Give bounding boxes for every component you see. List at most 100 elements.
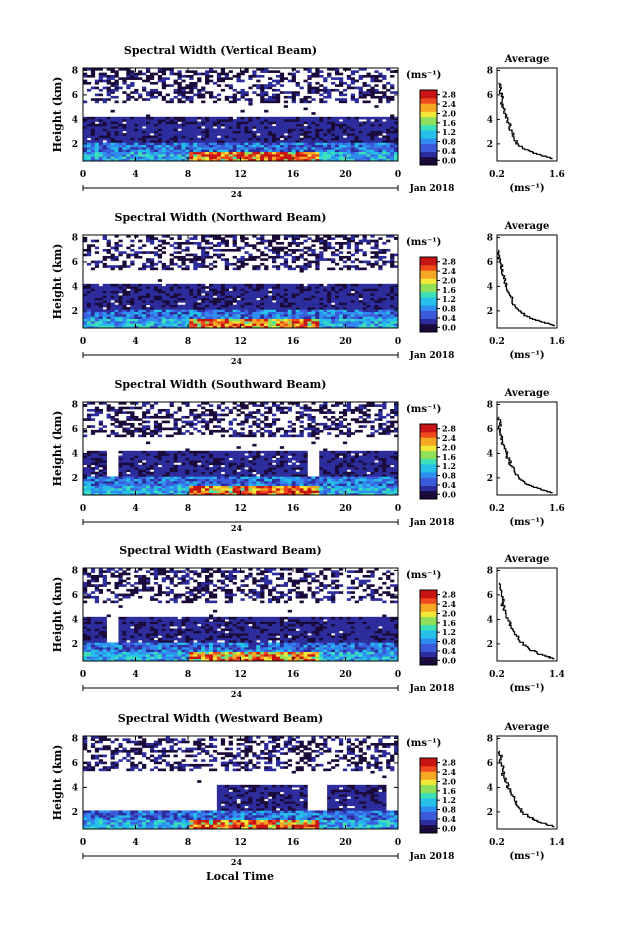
heatmap-cell xyxy=(323,126,328,129)
heatmap-cell xyxy=(256,304,261,308)
heatmap-cell xyxy=(157,290,163,294)
heatmap-cell xyxy=(315,258,320,261)
heatmap-cell xyxy=(122,483,127,487)
heatmap-cell xyxy=(193,408,198,412)
heatmap-cell xyxy=(335,297,340,301)
heatmap-cell xyxy=(90,462,96,466)
heatmap-cell xyxy=(161,288,166,292)
heatmap-cell xyxy=(185,144,190,148)
heatmap-cell xyxy=(390,119,395,122)
heatmap-cell xyxy=(216,77,222,80)
heatmap-cell xyxy=(102,476,107,480)
heatmap-cell xyxy=(299,119,304,122)
heatmap-cell xyxy=(283,297,289,301)
heatmap-cell xyxy=(118,485,123,489)
heatmap-cell xyxy=(189,70,194,73)
heatmap-cell xyxy=(346,316,352,320)
heatmap-cell xyxy=(358,93,363,97)
heatmap-cell xyxy=(209,135,214,139)
heatmap-cell xyxy=(331,88,336,92)
heatmap-cell xyxy=(268,239,273,243)
heatmap-cell xyxy=(327,286,332,289)
heatmap-cell xyxy=(118,147,123,150)
heatmap-cell xyxy=(122,474,127,477)
heatmap-cell xyxy=(220,302,226,306)
heatmap-cell xyxy=(295,255,300,259)
heatmap-cell xyxy=(169,485,174,489)
heatmap-cell xyxy=(102,286,107,289)
heatmap-cell xyxy=(90,260,96,264)
heatmap-cell xyxy=(264,302,269,306)
heatmap-cell xyxy=(106,311,111,315)
heatmap-cell xyxy=(335,288,340,292)
heatmap-cell xyxy=(248,255,253,259)
heatmap-cell xyxy=(390,309,395,313)
heatmap-cell xyxy=(358,293,363,296)
heatmap-cell xyxy=(161,126,166,129)
heatmap-cell xyxy=(149,429,155,433)
heatmap-cell xyxy=(291,286,296,289)
heatmap-cell xyxy=(193,116,198,120)
heatmap-cell xyxy=(268,302,273,306)
heatmap-cell xyxy=(205,149,210,153)
heatmap-cell xyxy=(130,413,135,417)
heatmap-cell xyxy=(291,235,296,238)
heatmap-cell xyxy=(165,408,170,412)
heatmap-cell xyxy=(209,126,214,129)
heatmap-cell xyxy=(126,478,131,482)
heatmap-cell xyxy=(83,293,88,296)
heatmap-cell xyxy=(260,86,265,90)
heatmap-cell xyxy=(386,137,391,141)
heatmap-cell xyxy=(378,314,383,317)
heatmap-cell xyxy=(244,91,249,94)
heatmap-cell xyxy=(153,95,159,99)
heatmap-cell xyxy=(157,425,163,428)
heatmap-cell xyxy=(386,140,391,143)
heatmap-cell xyxy=(83,478,88,482)
heatmap-cell xyxy=(252,288,257,292)
heatmap-cell xyxy=(94,286,100,289)
heatmap-cell xyxy=(86,481,92,484)
heatmap-cell xyxy=(110,293,115,296)
heatmap-cell xyxy=(283,100,289,104)
heatmap-cell xyxy=(327,295,332,299)
heatmap-cell xyxy=(370,74,375,78)
heatmap-cell xyxy=(146,460,151,463)
heatmap-cell xyxy=(205,304,210,308)
heatmap-cell xyxy=(256,295,261,299)
heatmap-cell xyxy=(146,411,151,414)
heatmap-cell xyxy=(142,244,147,247)
heatmap-cell xyxy=(272,158,277,162)
colorbar-segment xyxy=(420,283,437,287)
heatmap-cell xyxy=(272,93,277,97)
heatmap-cell xyxy=(279,142,285,146)
heatmap-cell xyxy=(272,258,277,261)
heatmap-cell xyxy=(138,427,143,431)
heatmap-cell xyxy=(205,135,210,139)
heatmap-cell xyxy=(338,126,344,129)
heatmap-cell xyxy=(331,304,336,308)
heatmap-cell xyxy=(319,253,324,257)
average-x-tick-label: 0.2 xyxy=(489,170,505,180)
heatmap-cell xyxy=(161,450,166,454)
heatmap-cell xyxy=(323,286,328,289)
heatmap-cell xyxy=(315,137,320,141)
heatmap-cell xyxy=(130,321,135,324)
heatmap-cell xyxy=(157,283,163,287)
heatmap-cell xyxy=(272,318,277,322)
heatmap-cell xyxy=(327,116,332,120)
heatmap-cell xyxy=(130,490,135,493)
heatmap-cell xyxy=(228,248,233,252)
heatmap-cell xyxy=(189,81,194,85)
heatmap-cell xyxy=(335,84,340,87)
heatmap-cell xyxy=(260,251,265,254)
heatmap-cell xyxy=(283,151,289,155)
heatmap-cell xyxy=(146,325,151,329)
heatmap-cell xyxy=(248,130,253,134)
heatmap-cell xyxy=(130,302,135,306)
heatmap-cell xyxy=(110,74,115,78)
heatmap-cell xyxy=(185,253,190,257)
heatmap-cell xyxy=(98,474,103,477)
heatmap-cell xyxy=(279,314,285,317)
heatmap-cell xyxy=(209,144,214,148)
